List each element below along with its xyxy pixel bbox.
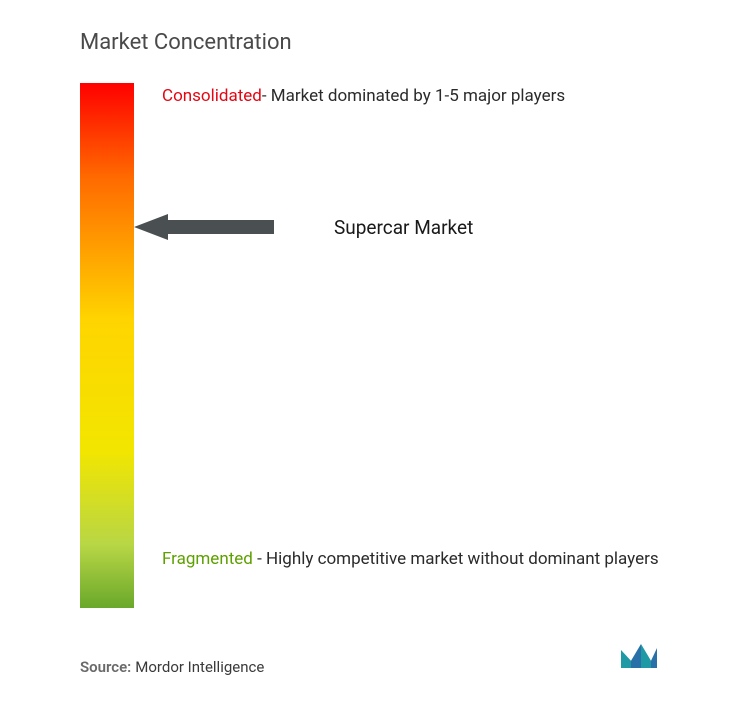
source-value: Mordor Intelligence — [135, 658, 264, 676]
fragmented-label-row: Fragmented - Highly competitive market w… — [162, 545, 669, 574]
market-position-marker: Supercar Market — [134, 214, 473, 240]
mordor-intelligence-logo-icon — [619, 642, 659, 668]
source-attribution: Source:Mordor Intelligence — [80, 658, 264, 676]
market-name-label: Supercar Market — [334, 216, 473, 239]
fragmented-keyword: Fragmented — [162, 549, 253, 569]
source-label: Source: — [80, 658, 131, 676]
concentration-gradient-bar — [80, 83, 134, 608]
chart-title: Market Concentration — [80, 30, 689, 55]
arrow-left-icon — [134, 214, 274, 240]
chart-area: Consolidated- Market dominated by 1-5 ma… — [80, 83, 689, 623]
consolidated-label-row: Consolidated- Market dominated by 1-5 ma… — [162, 85, 669, 109]
fragmented-description: - Highly competitive market without domi… — [253, 549, 659, 569]
consolidated-description: - Market dominated by 1-5 major players — [262, 86, 565, 106]
consolidated-keyword: Consolidated — [162, 86, 262, 106]
